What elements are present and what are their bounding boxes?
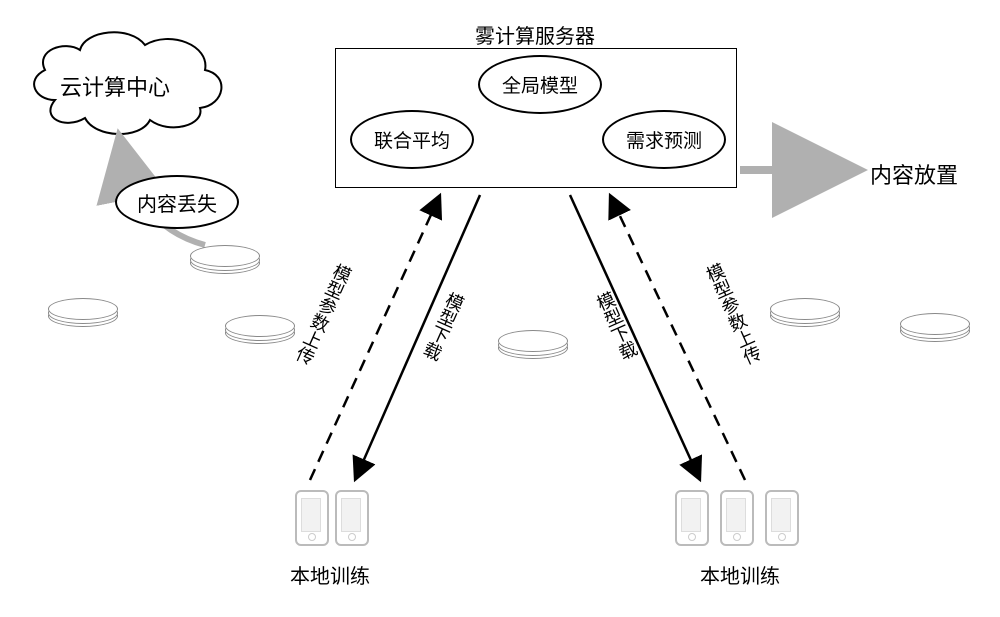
fedavg-text: 联合平均 xyxy=(374,126,450,153)
disk-2 xyxy=(48,298,118,328)
global-model-node: 全局模型 xyxy=(478,55,602,114)
content-loss-node: 内容丢失 xyxy=(115,175,239,229)
phone-r1 xyxy=(675,490,709,546)
disk-6 xyxy=(900,313,970,343)
phone-l1 xyxy=(295,490,329,546)
disk-3 xyxy=(225,315,295,345)
disk-1 xyxy=(190,245,260,275)
local-train-right: 本地训练 xyxy=(700,560,780,589)
global-model-text: 全局模型 xyxy=(502,71,578,98)
phone-r2 xyxy=(720,490,754,546)
cloud-center-label: 云计算中心 xyxy=(60,70,170,102)
local-train-left: 本地训练 xyxy=(290,560,370,589)
phone-l2 xyxy=(335,490,369,546)
disk-4 xyxy=(498,330,568,360)
phone-r3 xyxy=(765,490,799,546)
demand-pred-node: 需求预测 xyxy=(602,110,726,169)
fedavg-node: 联合平均 xyxy=(350,110,474,169)
demand-pred-text: 需求预测 xyxy=(626,126,702,153)
arrow-download-left xyxy=(355,195,480,480)
content-placement-label: 内容放置 xyxy=(870,158,958,190)
fog-server-title: 雾计算服务器 xyxy=(475,20,595,49)
content-loss-text: 内容丢失 xyxy=(137,188,217,217)
disk-5 xyxy=(770,298,840,328)
